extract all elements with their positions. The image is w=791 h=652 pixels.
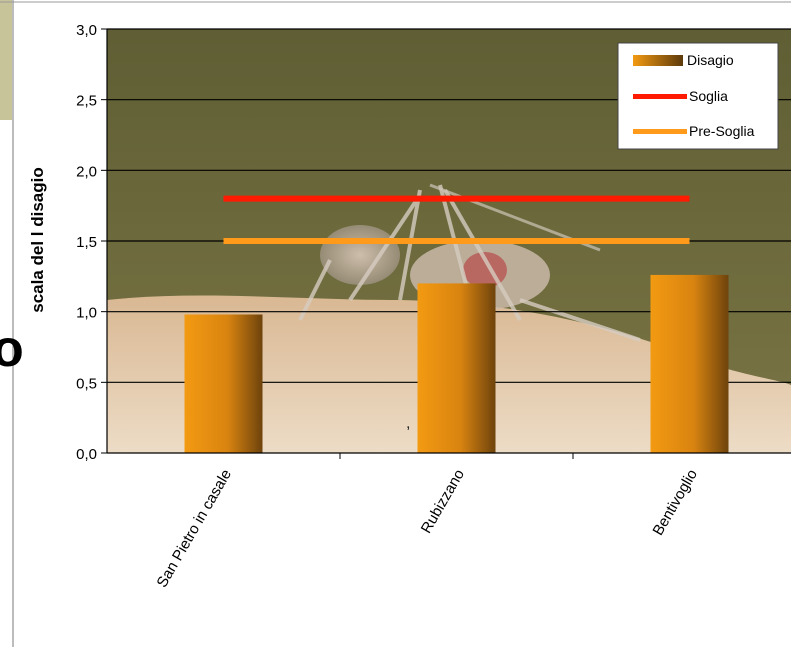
reference-lines — [223, 195, 690, 244]
y-tick-label: 2,0 — [76, 163, 97, 180]
x-tick-label: San Pietro in casale — [154, 467, 235, 591]
bar-1 — [417, 283, 496, 453]
bar-0 — [184, 314, 263, 453]
x-tick-label: Bentivoglio — [650, 467, 701, 539]
y-tick-label: 3,0 — [76, 22, 97, 39]
x-tick-label: Rubizzano — [418, 467, 468, 537]
y-axis-label: scala del l disagio — [28, 167, 47, 313]
legend-label-pre-soglia: Pre-Soglia — [689, 123, 755, 139]
legend-swatch-pre-soglia — [633, 129, 687, 134]
bar-2 — [650, 274, 729, 453]
legend-swatch-soglia — [633, 94, 687, 99]
y-tick-label: 2,5 — [76, 93, 97, 110]
y-tick-label: 0,5 — [76, 375, 97, 392]
y-tick-label: 0,0 — [76, 446, 97, 463]
y-tick-label: 1,0 — [76, 305, 97, 322]
left-edge-glyph: o — [0, 320, 24, 378]
bars — [184, 274, 729, 453]
stray-mark: , — [406, 415, 410, 432]
legend: Disagio Soglia Pre-Soglia — [617, 42, 779, 150]
y-tick-label: 1,5 — [76, 234, 97, 251]
legend-label-soglia: Soglia — [689, 88, 728, 104]
legend-swatch-disagio — [633, 55, 683, 66]
legend-label-disagio: Disagio — [687, 52, 734, 68]
